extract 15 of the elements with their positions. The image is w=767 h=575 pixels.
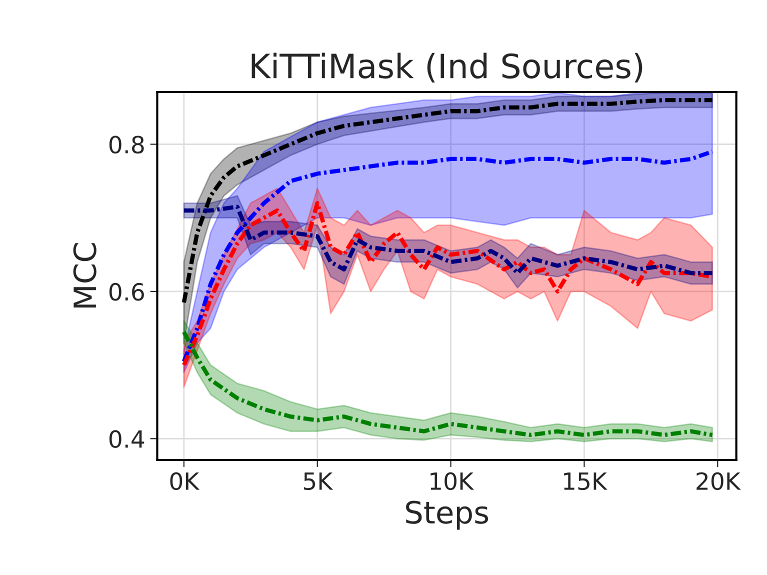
x-tick-label: 0K <box>170 472 200 490</box>
y-tick-label: 0.6 <box>109 282 144 301</box>
y-axis-title: MCC <box>73 243 96 308</box>
y-tick-label: 0.8 <box>109 136 144 154</box>
line-series <box>182 98 714 305</box>
chart-title: KiTTiMask (Ind Sources) <box>252 52 642 83</box>
line-series <box>182 201 714 368</box>
x-tick-label: 5K <box>304 472 334 490</box>
y-tick-label: 0.4 <box>109 430 144 448</box>
x-tick-label: 20K <box>696 472 741 490</box>
line-series <box>182 204 714 276</box>
line-series <box>182 150 714 364</box>
x-axis-title: Steps <box>406 500 488 530</box>
x-tick-label: 15K <box>564 472 608 490</box>
x-tick-label: 10K <box>430 472 474 490</box>
